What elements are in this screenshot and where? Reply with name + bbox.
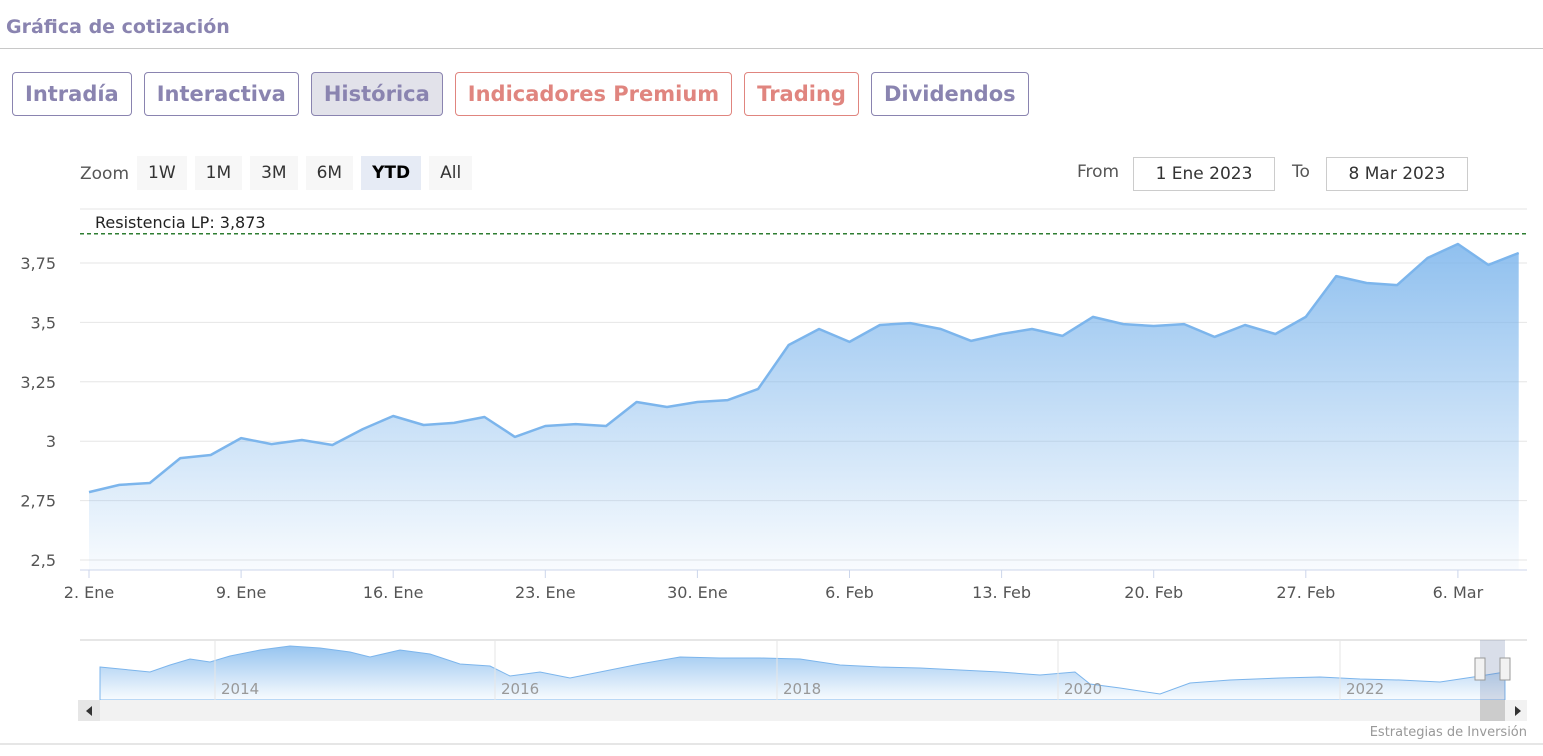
navigator [78, 639, 1527, 721]
x-tick-label: 30. Ene [667, 583, 728, 602]
from-label: From [1077, 162, 1120, 182]
y-tick-label: 3 [46, 432, 56, 451]
zoom-button[interactable]: 6M [305, 156, 354, 190]
title: Gráfica de cotización [6, 16, 230, 38]
x-tick-label: 23. Ene [515, 583, 576, 602]
tab[interactable]: Dividendos [870, 72, 1029, 116]
x-tick-label: 13. Feb [972, 583, 1031, 602]
zoom-button[interactable]: 1W [137, 156, 187, 190]
tab-bar: Intradía Interactiva Histórica Indicadores … [12, 72, 1029, 116]
tab[interactable]: Intradía [12, 72, 132, 116]
y-tick-label: 2,75 [20, 492, 56, 511]
divider [0, 48, 1543, 49]
x-tick-label: 2. Ene [64, 583, 114, 602]
x-tick-label: 27. Feb [1276, 583, 1335, 602]
x-tick-label: 6. Feb [825, 583, 874, 602]
zoom-label: Zoom [80, 164, 130, 184]
line [88, 242, 1520, 494]
x-tick-label: 6. Mar [1433, 583, 1484, 602]
zoom-button[interactable]: All [429, 156, 473, 190]
y-tick-label: 3,25 [20, 373, 56, 392]
credit: Estrategias de Inversión [1370, 725, 1527, 740]
tab[interactable]: Trading [744, 72, 859, 116]
navigator-label: 2022 [1346, 680, 1384, 698]
y-tick-label: 3,75 [20, 254, 56, 273]
y-tick-label: 2,5 [31, 551, 56, 570]
x-tick-label: 9. Ene [216, 583, 266, 602]
navigator-label: 2014 [221, 680, 259, 698]
area [89, 244, 1519, 570]
x-tick-label: 20. Feb [1124, 583, 1183, 602]
y-tick-label: 3,5 [31, 313, 56, 332]
zoom-button[interactable]: YTD [361, 156, 422, 190]
tab[interactable]: Indicadores Premium [454, 72, 733, 116]
tab[interactable]: Interactiva [143, 72, 299, 116]
to-label: To [1292, 162, 1310, 182]
tab[interactable]: Histórica [310, 72, 443, 116]
navigator-label: 2018 [783, 680, 821, 698]
x-tick-label: 16. Ene [363, 583, 424, 602]
to-input[interactable]: 8 Mar 2023 [1326, 157, 1468, 191]
navigator-label: 2016 [501, 680, 539, 698]
zoom-button[interactable]: 1M [194, 156, 243, 190]
resistance-label: Resistencia LP: 3,873 [95, 213, 266, 232]
navigator-label: 2020 [1064, 680, 1102, 698]
zoom-buttons: 1W 1M 3M 6M YTD All [137, 156, 473, 190]
from-input[interactable]: 1 Ene 2023 [1133, 157, 1275, 191]
zoom-button[interactable]: 3M [250, 156, 298, 190]
